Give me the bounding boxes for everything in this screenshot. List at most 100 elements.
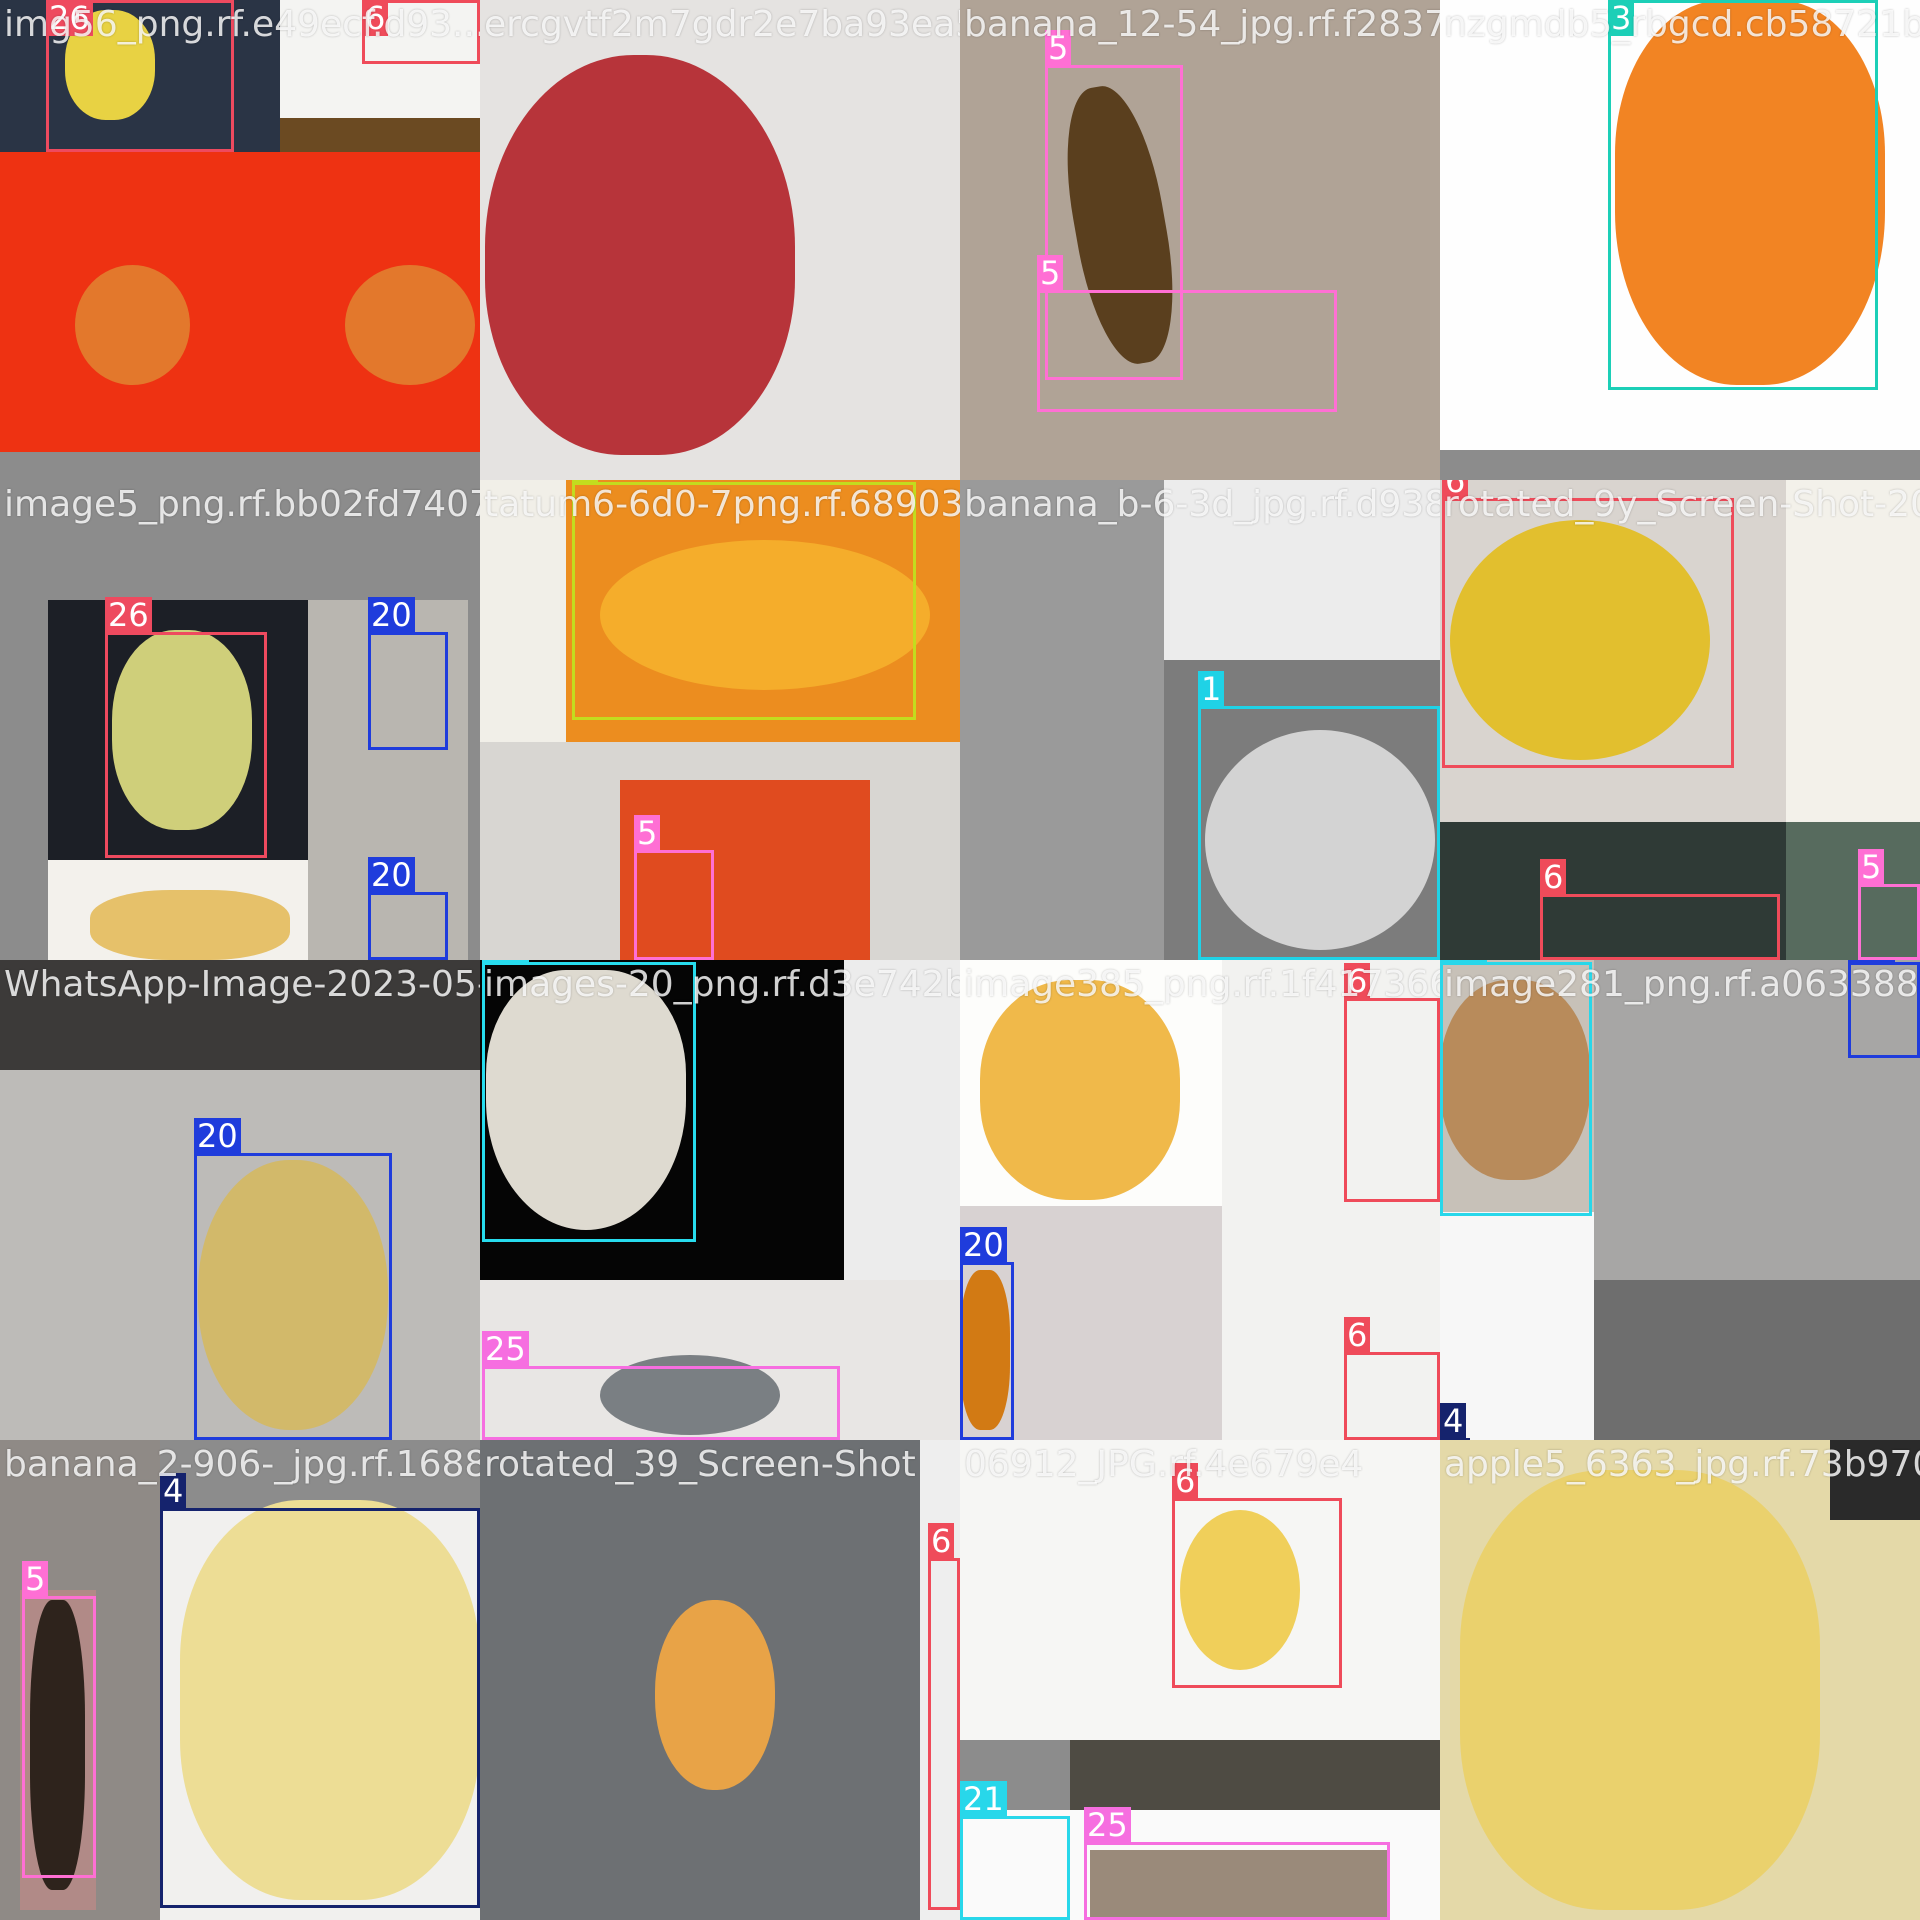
image-panel	[1594, 1280, 1920, 1440]
banana-image	[600, 540, 930, 690]
bbox-class-20: 20	[194, 1118, 392, 1440]
tile-filename: WhatsApp-Image-2023-05-2	[4, 964, 480, 1005]
bbox-class-1: 1	[1198, 671, 1440, 960]
bbox-class-20: 20	[368, 857, 448, 960]
image-panel	[280, 118, 480, 152]
banana-image	[980, 980, 1180, 1200]
bbox-class-20: 20	[368, 597, 448, 750]
bbox-label: 6	[1344, 963, 1371, 999]
bbox-label: 20	[194, 1118, 241, 1154]
bbox-class-5: 5	[22, 1561, 96, 1878]
image-panel	[1164, 480, 1440, 660]
pear-image	[112, 630, 252, 830]
bbox-class-6: 6	[1172, 1463, 1342, 1688]
bbox-label: 25	[1084, 1807, 1131, 1843]
bbox-label: 5	[1045, 30, 1072, 66]
tile: 6 21 25 06912_JPG.rf.4e679e4	[960, 1440, 1440, 1920]
tile-filename: nzgmdb5_rbgcd.cb58721bb	[1444, 4, 1920, 45]
image-panel	[1786, 480, 1920, 822]
tile: 3 nzgmdb5_rbgcd.cb58721bb	[1440, 0, 1920, 480]
melon-image	[486, 970, 686, 1230]
tile: 12 25 images-20_png.rf.d3e742b5c4	[480, 960, 960, 1440]
bbox-class-6: 6	[362, 0, 480, 64]
tile: 21 20 4 image281_png.rf.a0633887c	[1440, 960, 1920, 1440]
tile: 20 WhatsApp-Image-2023-05-2	[0, 960, 480, 1440]
bbox-label: 4	[1440, 1403, 1467, 1439]
image-panel	[1090, 1850, 1390, 1920]
image-panel	[308, 600, 468, 960]
fruit-image	[1440, 980, 1590, 1180]
bbox-class-26: 26	[105, 597, 267, 858]
bbox-label: 4	[160, 1473, 187, 1509]
image-panel	[1440, 1212, 1594, 1440]
image-panel	[844, 960, 960, 1280]
bbox-class-5: 5	[1037, 255, 1337, 412]
bbox-class-26: 26	[46, 0, 234, 152]
tile: 5 5 banana_12-54_jpg.rf.f28375	[960, 0, 1440, 480]
banana-image	[1460, 1470, 1820, 1910]
fruit-image	[75, 265, 190, 385]
image-panel	[1440, 822, 1786, 960]
bbox-class-25: 25	[482, 1331, 840, 1440]
tile: apple5_6363_jpg.rf.73b970c	[1440, 1440, 1920, 1920]
bbox-class-3: 3	[1608, 0, 1878, 390]
bbox-label: 20	[368, 857, 415, 893]
tile-filename: image385_png.rf.1f417366cafe	[964, 964, 1440, 1005]
banana-image	[180, 1500, 480, 1900]
bbox-class-6: 6	[1442, 480, 1734, 768]
fruit-image	[655, 1600, 775, 1790]
bbox-label: 5	[22, 1561, 49, 1597]
bbox-class-21: 21	[960, 1781, 1070, 1920]
bbox-label: 12	[482, 960, 529, 963]
tile: 6 6 5 rotated_9y_Screen-Shot-20	[1440, 480, 1920, 960]
bbox-class-20: 20	[1848, 960, 1920, 1058]
bbox-class-6: 6	[1344, 1317, 1440, 1440]
bbox-class-6: 6	[1344, 963, 1440, 1202]
bbox-label: 6	[928, 1523, 955, 1559]
tile: 1 banana_b-6-3d_jpg.rf.d9386	[960, 480, 1440, 960]
bbox-class-5: 5	[1858, 849, 1920, 960]
tile-filename: image281_png.rf.a0633887c	[1444, 964, 1920, 1005]
tile-filename: images-20_png.rf.d3e742b5c4	[484, 964, 960, 1005]
bbox-label: 20	[960, 1227, 1007, 1263]
image-panel	[0, 960, 480, 1070]
bbox-class-4: 4	[1440, 1403, 1470, 1440]
bbox-class-7: 7	[572, 480, 916, 720]
bbox-label: 26	[105, 597, 152, 633]
bbox-class-4: 4	[160, 1473, 480, 1908]
bbox-label: 26	[46, 0, 93, 36]
tile-filename: 06912_JPG.rf.4e679e4	[964, 1444, 1364, 1485]
bbox-label: 3	[1608, 0, 1635, 36]
image-panel	[960, 0, 1440, 480]
banana-image	[90, 890, 290, 960]
image-panel	[920, 1440, 960, 1920]
apple-image	[485, 55, 795, 455]
tile-filename: banana_12-54_jpg.rf.f28375	[964, 4, 1440, 45]
bbox-label: 6	[1344, 1317, 1371, 1353]
tile: 7 5 tatum6-6d0-7png.rf.6890387	[480, 480, 960, 960]
fruit-image	[1205, 730, 1435, 950]
banana-image	[30, 1600, 85, 1890]
bbox-class-20: 20	[960, 1227, 1014, 1440]
tile: 26 6 img56_png.rf.e49ecf.d93...	[0, 0, 480, 480]
tile-filename: tatum6-6d0-7png.rf.6890387	[484, 484, 960, 525]
bbox-label: 6	[1540, 859, 1567, 895]
bbox-class-6: 6	[1540, 859, 1780, 960]
bbox-label: 25	[482, 1331, 529, 1367]
bbox-label: 20	[1848, 960, 1895, 963]
bbox-label: 6	[1172, 1463, 1199, 1499]
tile: 6 20 6 image385_png.rf.1f417366cafe	[960, 960, 1440, 1440]
bbox-class-5: 5	[634, 815, 714, 960]
bbox-label: 20	[368, 597, 415, 633]
tile: ercgvtf2m7gdr2e7ba93ea58d68a5182954974	[480, 0, 960, 480]
fruit-image	[198, 1160, 388, 1430]
tile-filename: banana_b-6-3d_jpg.rf.d9386	[964, 484, 1440, 525]
bbox-label: 5	[1037, 255, 1064, 291]
bbox-label: 5	[634, 815, 661, 851]
bbox-class-6: 6	[928, 1523, 960, 1910]
banana-image	[1180, 1510, 1300, 1670]
image-panel	[1594, 960, 1920, 1280]
fruit-image	[345, 265, 475, 385]
tile-filename: rotated_39_Screen-Shot	[484, 1444, 916, 1485]
